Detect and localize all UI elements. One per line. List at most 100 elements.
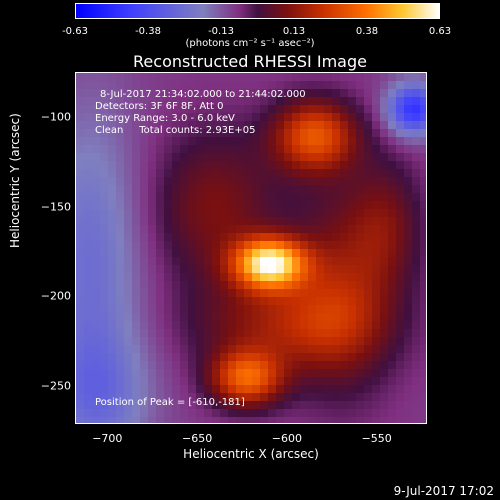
heatmap-cell — [268, 345, 277, 354]
heatmap-cell — [284, 129, 293, 138]
heatmap-cell — [148, 89, 157, 98]
heatmap-cell — [196, 289, 205, 298]
heatmap-cell — [404, 281, 413, 290]
heatmap-cell — [308, 129, 317, 138]
heatmap-cell — [244, 73, 253, 82]
heatmap-cell — [300, 281, 309, 290]
heatmap-cell — [332, 177, 341, 186]
heatmap-cell — [76, 377, 85, 386]
heatmap-cell — [228, 81, 237, 90]
heatmap-cell — [268, 313, 277, 322]
heatmap-cell — [180, 337, 189, 346]
heatmap-cell — [172, 249, 181, 258]
heatmap-cell — [356, 361, 365, 370]
heatmap-cell — [300, 121, 309, 130]
heatmap-cell — [276, 137, 285, 146]
heatmap-cell — [124, 321, 133, 330]
heatmap-cell — [180, 177, 189, 186]
heatmap-cell — [284, 289, 293, 298]
heatmap-cell — [236, 201, 245, 210]
heatmap-cell — [92, 345, 101, 354]
heatmap-cell — [268, 361, 277, 370]
heatmap-cell — [356, 289, 365, 298]
heatmap-cell — [196, 329, 205, 338]
heatmap-cell — [204, 105, 213, 114]
heatmap-cell — [124, 201, 133, 210]
heatmap-cell — [332, 105, 341, 114]
heatmap-cell — [172, 369, 181, 378]
heatmap-cell — [148, 313, 157, 322]
heatmap-cell — [76, 289, 85, 298]
heatmap-cell — [148, 137, 157, 146]
heatmap-cell — [100, 241, 109, 250]
heatmap-cell — [124, 97, 133, 106]
heatmap-cell — [244, 401, 253, 410]
heatmap-cell — [156, 105, 165, 114]
heatmap-cell — [340, 225, 349, 234]
heatmap-cell — [356, 209, 365, 218]
heatmap-cell — [268, 113, 277, 122]
heatmap-cell — [316, 385, 325, 394]
heatmap-cell — [404, 385, 413, 394]
heatmap-cell — [292, 305, 301, 314]
heatmap-cell — [140, 73, 149, 82]
heatmap-cell — [108, 177, 117, 186]
heatmap-cell — [132, 193, 141, 202]
heatmap-cell — [100, 81, 109, 90]
heatmap-cell — [340, 353, 349, 362]
heatmap-cell — [236, 273, 245, 282]
heatmap-cell — [108, 129, 117, 138]
heatmap-cell — [236, 185, 245, 194]
heatmap-cell — [76, 385, 85, 394]
heatmap-cell — [252, 313, 261, 322]
heatmap-cell — [172, 417, 181, 423]
heatmap-cell — [412, 185, 421, 194]
heatmap-cell — [164, 281, 173, 290]
heatmap-cell — [228, 113, 237, 122]
heatmap-cell — [292, 345, 301, 354]
heatmap-cell — [348, 393, 357, 402]
heatmap-cell — [116, 345, 125, 354]
heatmap-cell — [188, 289, 197, 298]
heatmap-cell — [380, 73, 389, 82]
heatmap-cell — [300, 233, 309, 242]
heatmap-cell — [172, 121, 181, 130]
heatmap-cell — [324, 273, 333, 282]
heatmap-cell — [292, 385, 301, 394]
heatmap-cell — [340, 273, 349, 282]
heatmap-cell — [300, 377, 309, 386]
heatmap-cell — [356, 393, 365, 402]
heatmap-cell — [380, 401, 389, 410]
heatmap-cell — [300, 201, 309, 210]
heatmap-cell — [396, 129, 405, 138]
heatmap-cell — [284, 337, 293, 346]
heatmap-cell — [220, 337, 229, 346]
heatmap-cell — [348, 177, 357, 186]
heatmap-cell — [324, 385, 333, 394]
heatmap-cell — [340, 73, 349, 82]
heatmap-cell — [260, 145, 269, 154]
heatmap-cell — [212, 137, 221, 146]
heatmap-cell — [148, 409, 157, 418]
heatmap-cell — [252, 361, 261, 370]
heatmap-cell — [180, 81, 189, 90]
heatmap-cell — [324, 353, 333, 362]
heatmap-cell — [284, 241, 293, 250]
heatmap-cell — [188, 377, 197, 386]
heatmap-cell — [284, 417, 293, 423]
heatmap-cell — [132, 377, 141, 386]
heatmap-cell — [396, 73, 405, 82]
heatmap-cell — [260, 409, 269, 418]
heatmap-cell — [276, 129, 285, 138]
heatmap-cell — [412, 161, 421, 170]
heatmap-cell — [404, 169, 413, 178]
heatmap-cell — [356, 369, 365, 378]
heatmap-cell — [172, 289, 181, 298]
heatmap-cell — [236, 329, 245, 338]
heatmap-cell — [188, 161, 197, 170]
heatmap-cell — [324, 329, 333, 338]
heatmap-cell — [356, 329, 365, 338]
heatmap-cell — [212, 153, 221, 162]
heatmap-cell — [140, 361, 149, 370]
heatmap-cell — [132, 137, 141, 146]
